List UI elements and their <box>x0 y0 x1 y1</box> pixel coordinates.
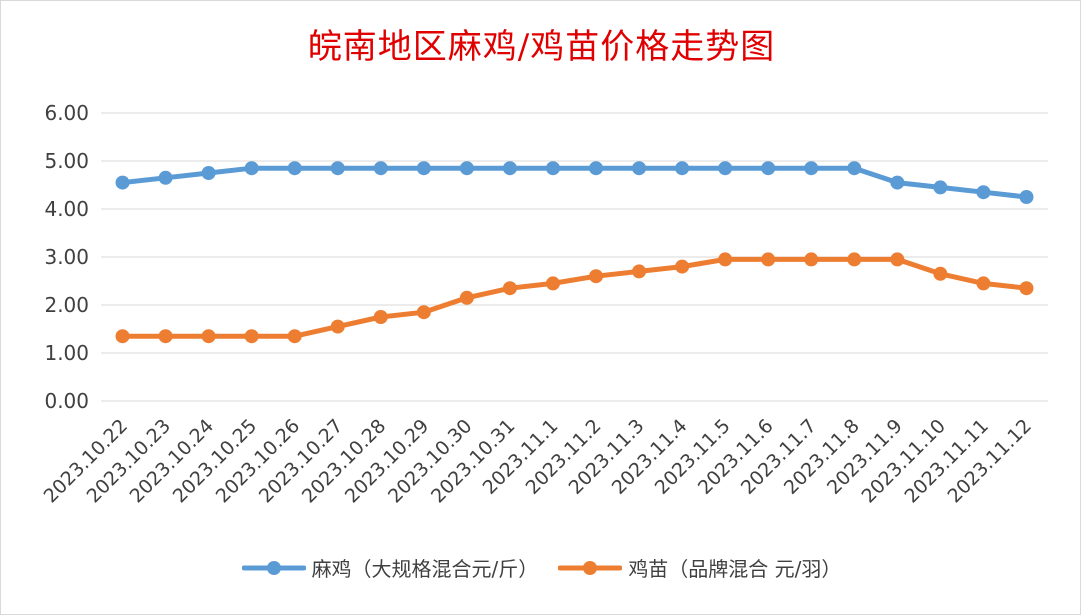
data-point-series-1 <box>287 161 302 176</box>
y-tick-label: 1.00 <box>44 341 89 365</box>
data-point-series-1 <box>675 161 690 176</box>
data-point-series-1 <box>416 161 431 176</box>
data-point-series-2 <box>373 310 388 324</box>
data-point-series-1 <box>804 161 819 176</box>
y-tick-label: 3.00 <box>44 245 89 269</box>
y-tick-label: 6.00 <box>44 101 89 125</box>
legend: 麻鸡（大规格混合元/斤） 鸡苗（品牌混合 元/羽） <box>1 553 1081 582</box>
data-point-series-2 <box>761 252 776 267</box>
data-point-series-2 <box>416 305 431 320</box>
legend-item-1: 麻鸡（大规格混合元/斤） <box>241 553 539 582</box>
data-point-series-1 <box>330 161 345 176</box>
legend-label: 麻鸡（大规格混合元/斤） <box>311 557 539 581</box>
series-line-1 <box>120 165 1029 200</box>
data-point-series-1 <box>933 180 948 195</box>
data-point-series-1 <box>589 161 604 176</box>
data-point-series-2 <box>675 259 690 274</box>
legend-marker <box>241 560 306 575</box>
data-point-series-1 <box>373 161 388 176</box>
data-point-series-2 <box>1019 281 1034 296</box>
data-point-series-1 <box>976 185 991 200</box>
data-point-series-2 <box>589 269 604 284</box>
y-tick-label: 4.00 <box>44 197 89 221</box>
y-tick-label: 0.00 <box>44 389 89 413</box>
data-point-series-2 <box>804 252 819 267</box>
data-point-series-1 <box>545 161 560 176</box>
data-point-series-1 <box>158 170 173 185</box>
data-point-series-2 <box>847 252 862 267</box>
series-line-2 <box>120 256 1029 339</box>
data-point-series-1 <box>502 161 517 176</box>
y-tick-label: 5.00 <box>44 149 89 173</box>
data-point-series-2 <box>115 329 130 344</box>
data-point-series-1 <box>847 161 862 176</box>
data-point-series-2 <box>201 329 216 344</box>
data-point-series-2 <box>632 264 647 279</box>
y-tick-label: 2.00 <box>44 293 89 317</box>
data-point-series-1 <box>459 161 474 176</box>
data-point-series-1 <box>632 161 647 176</box>
data-point-series-1 <box>244 161 259 176</box>
data-point-series-1 <box>1019 190 1034 204</box>
data-point-series-2 <box>158 329 173 344</box>
data-point-series-2 <box>287 329 302 344</box>
data-point-series-2 <box>933 266 948 281</box>
data-point-series-2 <box>545 276 560 291</box>
data-point-series-2 <box>330 319 345 334</box>
data-point-series-2 <box>718 252 733 267</box>
data-point-series-2 <box>890 252 905 267</box>
data-point-series-1 <box>890 175 905 190</box>
data-point-series-2 <box>244 329 259 344</box>
data-point-series-2 <box>976 276 991 291</box>
data-point-series-2 <box>502 281 517 296</box>
legend-label: 鸡苗（品牌混合 元/羽） <box>628 557 842 581</box>
legend-marker <box>558 560 623 575</box>
data-point-series-1 <box>718 161 733 176</box>
chart-title: 皖南地区麻鸡/鸡苗价格走势图 <box>307 27 776 67</box>
legend-item-2: 鸡苗（品牌混合 元/羽） <box>558 553 841 582</box>
data-point-series-2 <box>459 290 474 305</box>
data-point-series-1 <box>761 161 776 176</box>
data-point-series-1 <box>201 166 216 180</box>
data-point-series-1 <box>115 175 130 190</box>
